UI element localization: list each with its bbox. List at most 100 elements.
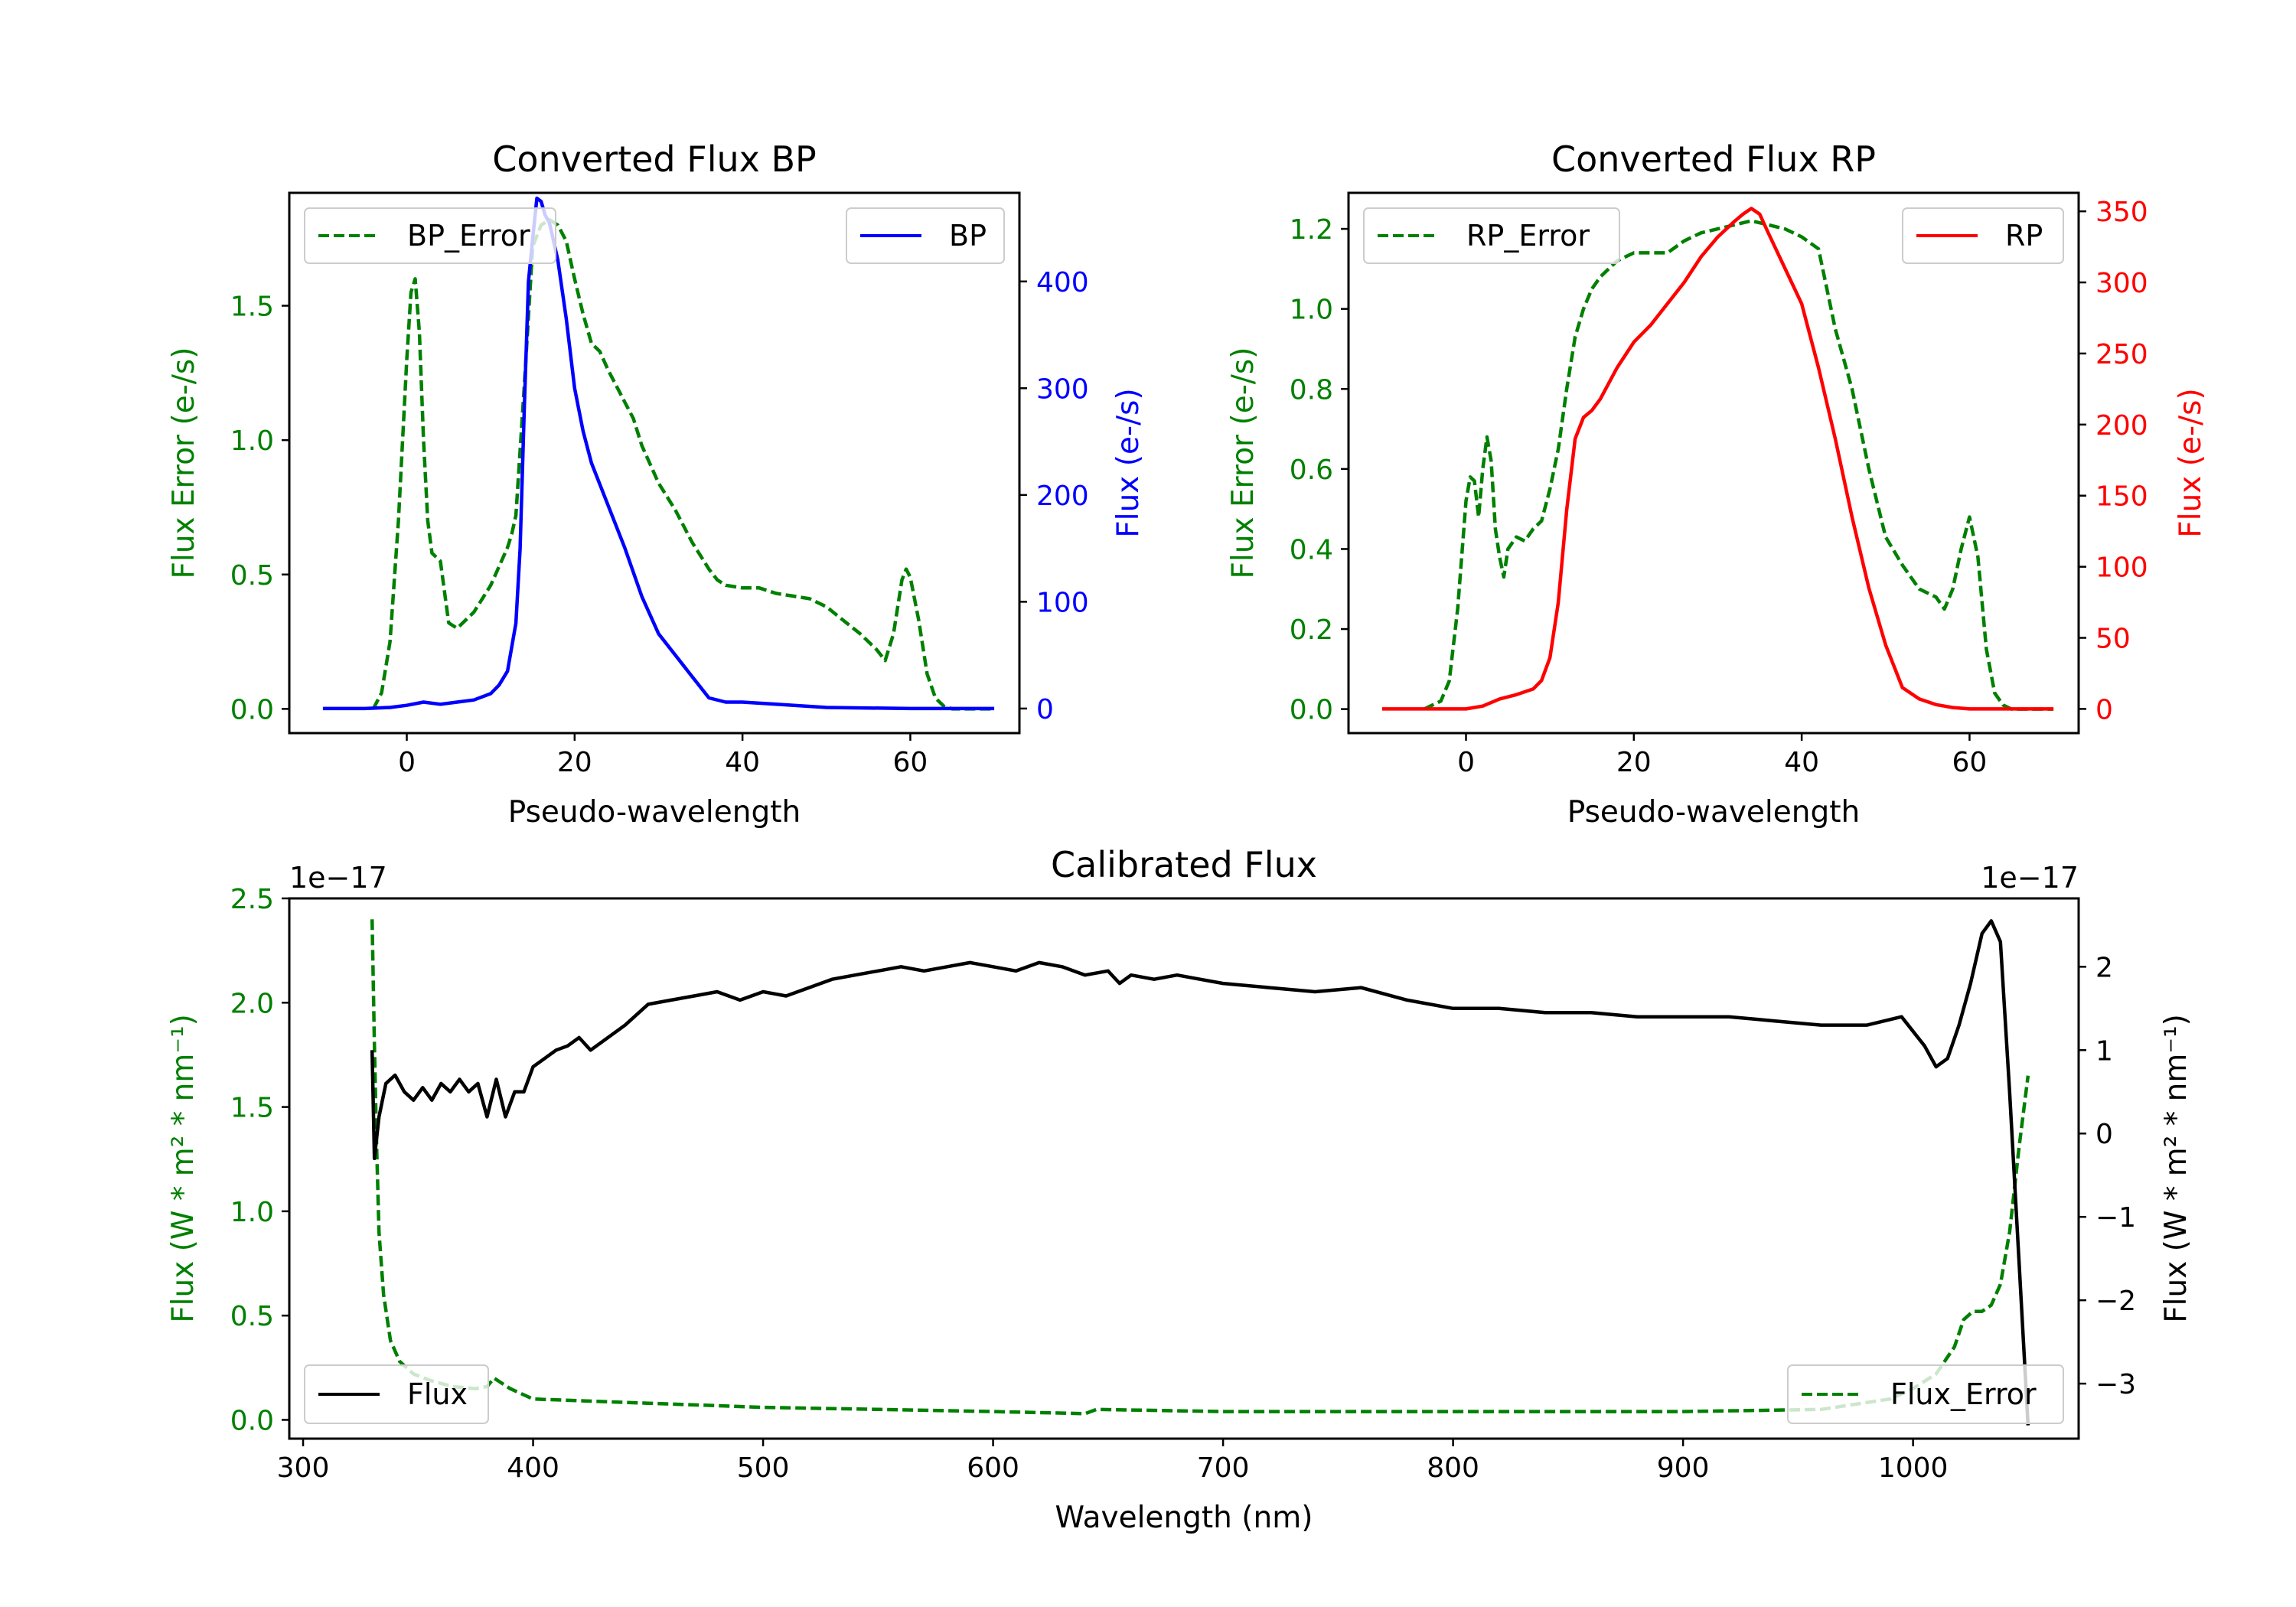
cal-legend-flux-label: Flux <box>407 1377 468 1411</box>
bp-x-ticks: 0 20 40 60 <box>398 733 928 778</box>
bp-left-tick-label: 1.0 <box>230 425 274 457</box>
rp-left-ticks: 0.0 0.2 0.4 0.6 0.8 1.0 1.2 <box>1290 214 1349 726</box>
bp-left-tick-label: 0.5 <box>230 560 274 592</box>
bp-x-label: Pseudo-wavelength <box>508 795 801 830</box>
cal-right-offset: 1e−17 <box>1981 861 2079 895</box>
bp-left-y-label: Flux Error (e-/s) <box>167 347 201 579</box>
rp-right-tick-label: 100 <box>2095 553 2148 584</box>
rp-left-tick-label: 0.4 <box>1290 534 1333 566</box>
rp-x-ticks: 0 20 40 60 <box>1457 733 1987 778</box>
bp-right-y-label: Flux (e-/s) <box>1111 388 1146 537</box>
cal-right-tick-label: 2 <box>2095 952 2113 983</box>
rp-legend-error: RP_Error <box>1363 207 1620 264</box>
rp-left-tick-label: 0.2 <box>1290 614 1333 646</box>
rp-left-y-label: Flux Error (e-/s) <box>1226 347 1261 579</box>
cal-left-ticks: 0.0 0.5 1.0 1.5 2.0 2.5 <box>230 884 289 1436</box>
cal-left-y-label: Flux (W * m² * nm⁻¹) <box>166 1014 201 1323</box>
bp-right-ticks: 0 100 200 300 400 <box>1019 267 1089 725</box>
rp-x-tick-label: 20 <box>1616 747 1652 778</box>
cal-left-tick-label: 1.0 <box>230 1197 274 1228</box>
rp-x-tick-label: 40 <box>1784 747 1819 778</box>
bp-right-tick-label: 100 <box>1036 587 1089 618</box>
cal-right-ticks: −3 −2 −1 0 1 2 <box>2079 952 2136 1400</box>
cal-title: Calibrated Flux <box>1051 844 1317 885</box>
rp-axes-frame <box>1347 191 2080 735</box>
cal-x-tick-label: 500 <box>737 1452 790 1484</box>
rp-x-tick-label: 0 <box>1457 747 1475 778</box>
cal-left-tick-label: 0.5 <box>230 1301 274 1332</box>
bp-legend-error-label: BP_Error <box>407 219 530 253</box>
bp-legend-flux-label: BP <box>949 219 987 253</box>
cal-x-ticks: 300 400 500 600 700 800 900 1000 <box>277 1439 1949 1484</box>
cal-legend-flux-box <box>304 1364 489 1424</box>
bp-series-bp-error-line <box>371 217 995 711</box>
cal-right-tick-label: −2 <box>2095 1286 2136 1317</box>
cal-left-offset: 1e−17 <box>289 861 387 895</box>
bp-axes-frame <box>288 191 1021 735</box>
cal-legend-error: Flux_Error <box>1787 1364 2064 1424</box>
rp-left-tick-label: 1.2 <box>1290 214 1333 246</box>
bp-legend-error-box <box>304 207 556 264</box>
bp-panel: 0 20 40 60 0.0 0.5 1.0 1.5 0 100 200 300 400 Conve… <box>167 139 1146 830</box>
cal-legend-error-box <box>1787 1364 2064 1424</box>
bp-x-tick-label: 40 <box>725 747 760 778</box>
rp-plot-lines <box>1381 207 2054 711</box>
cal-left-tick-label: 2.0 <box>230 988 274 1019</box>
bp-left-tick-label: 1.5 <box>230 292 274 323</box>
rp-left-tick-label: 0.6 <box>1290 455 1333 486</box>
rp-title: Converted Flux RP <box>1551 139 1876 180</box>
rp-left-tick-label: 1.0 <box>1290 295 1333 326</box>
cal-left-tick-label: 2.5 <box>230 884 274 915</box>
bp-series-bp-line <box>322 196 995 711</box>
rp-right-tick-label: 150 <box>2095 481 2148 513</box>
bp-left-tick-label: 0.0 <box>230 694 274 725</box>
cal-legend-flux: Flux <box>304 1364 489 1424</box>
bp-right-tick-label: 300 <box>1036 373 1089 405</box>
cal-plot-lines <box>370 919 2030 1426</box>
cal-x-tick-label: 300 <box>277 1452 330 1484</box>
rp-left-tick-label: 0.0 <box>1290 695 1333 726</box>
rp-right-tick-label: 250 <box>2095 339 2148 370</box>
bp-left-ticks: 0.0 0.5 1.0 1.5 <box>230 292 289 725</box>
calibrated-panel: 300 400 500 600 700 800 900 1000 0.0 0.5 1.0 1.5 2.… <box>166 844 2193 1535</box>
rp-legend-flux: RP <box>1902 207 2064 264</box>
rp-right-tick-label: 0 <box>2095 694 2113 725</box>
bp-right-tick-label: 0 <box>1036 694 1054 725</box>
bp-right-tick-label: 400 <box>1036 267 1089 298</box>
bp-plot-lines <box>322 196 995 711</box>
bp-legend-error: BP_Error <box>304 207 556 264</box>
rp-right-ticks: 0 50 100 150 200 250 300 350 <box>2079 197 2148 725</box>
rp-left-tick-label: 0.8 <box>1290 374 1333 406</box>
cal-x-tick-label: 800 <box>1427 1452 1479 1484</box>
rp-series-rp-error-line <box>1423 219 2054 711</box>
rp-legend-error-box <box>1363 207 1620 264</box>
rp-x-label: Pseudo-wavelength <box>1567 795 1860 830</box>
cal-x-label: Wavelength (nm) <box>1055 1501 1313 1535</box>
rp-right-y-label: Flux (e-/s) <box>2174 388 2208 537</box>
bp-x-tick-label: 20 <box>557 747 592 778</box>
cal-right-tick-label: 1 <box>2095 1035 2113 1067</box>
cal-axes-frame <box>288 897 2080 1440</box>
rp-legend-flux-label: RP <box>2005 219 2043 253</box>
rp-series-rp-line <box>1381 207 2054 711</box>
cal-left-tick-label: 1.5 <box>230 1093 274 1124</box>
rp-legend-error-label: RP_Error <box>1466 219 1590 253</box>
rp-right-tick-label: 350 <box>2095 197 2148 228</box>
cal-x-tick-label: 400 <box>507 1452 559 1484</box>
rp-right-tick-label: 200 <box>2095 410 2148 442</box>
rp-x-tick-label: 60 <box>1952 747 1988 778</box>
cal-series-flux-line <box>370 919 2030 1426</box>
cal-right-tick-label: −1 <box>2095 1202 2136 1234</box>
cal-right-tick-label: −3 <box>2095 1369 2136 1400</box>
rp-right-tick-label: 300 <box>2095 268 2148 299</box>
rp-right-tick-label: 50 <box>2095 624 2131 655</box>
bp-x-tick-label: 0 <box>398 747 416 778</box>
cal-right-y-label: Flux (W * m² * nm⁻¹) <box>2159 1014 2193 1323</box>
cal-left-tick-label: 0.0 <box>230 1405 274 1436</box>
cal-legend-error-label: Flux_Error <box>1890 1377 2037 1411</box>
cal-x-tick-label: 700 <box>1197 1452 1250 1484</box>
cal-x-tick-label: 1000 <box>1878 1452 1949 1484</box>
rp-panel: 0 20 40 60 0.0 0.2 0.4 0.6 0.8 1.0 1.2 0 50 100 150 2… <box>1226 139 2208 830</box>
cal-x-tick-label: 900 <box>1657 1452 1710 1484</box>
